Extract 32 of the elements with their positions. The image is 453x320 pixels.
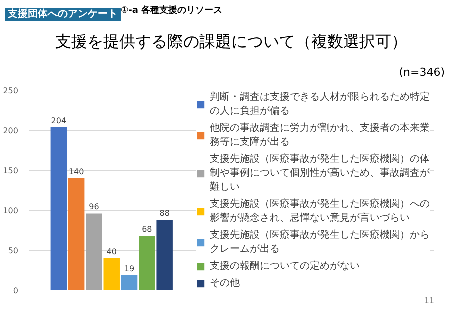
y-tick-label: 250 bbox=[3, 86, 19, 96]
data-label: 40 bbox=[106, 248, 117, 256]
data-label: 68 bbox=[142, 225, 152, 234]
y-tick-label: 150 bbox=[3, 166, 19, 176]
bar bbox=[104, 258, 120, 290]
y-tick-label: 0 bbox=[13, 286, 19, 296]
data-label: 96 bbox=[89, 202, 100, 212]
text: 支援団体へのアンケート bbox=[5, 8, 121, 21]
data-label: 140 bbox=[68, 168, 84, 176]
legend-label: 支援先施設（医療事故が発生した医療機関）からクレームが出る bbox=[210, 228, 430, 256]
legend-label: 支援先施設（医療事故が発生した医療機関）への影響が懸念され、忌憚ない意見が言いづらい bbox=[210, 198, 430, 225]
chart-subtitle: (n=346) bbox=[399, 65, 445, 81]
bar bbox=[86, 214, 102, 290]
bar bbox=[156, 220, 173, 290]
bar bbox=[139, 236, 156, 290]
legend-label: 支援先施設（医療事故が発生した医療機関）の体制や事例について個別性が高いため、事故調査が難しい bbox=[210, 152, 430, 194]
bar bbox=[50, 127, 68, 290]
data-label: 204 bbox=[51, 116, 67, 126]
y-tick-label: 200 bbox=[3, 126, 19, 136]
bar bbox=[121, 275, 138, 290]
y-tick-label: 50 bbox=[8, 246, 19, 256]
y-tick-label: 100 bbox=[3, 206, 19, 216]
bar bbox=[68, 178, 85, 290]
legend-label: 支援の報酬についての定めがない bbox=[210, 260, 360, 273]
legend-label: 他院の事故調査に労力が割かれ、支援者の本来業務等に支障が出る bbox=[210, 122, 430, 149]
data-label: 88 bbox=[160, 209, 170, 218]
legend-label: 判断・調査は支援できる人材が限られるため特定の人に負担が偏る bbox=[210, 90, 430, 118]
text: 11 bbox=[424, 296, 435, 306]
legend-label: その他 bbox=[210, 277, 240, 290]
text: ①-a 各種支援のリソース bbox=[121, 5, 223, 18]
data-label: 19 bbox=[124, 264, 135, 274]
chart-title: 支援を提供する際の課題について（複数選択可） bbox=[56, 31, 408, 53]
